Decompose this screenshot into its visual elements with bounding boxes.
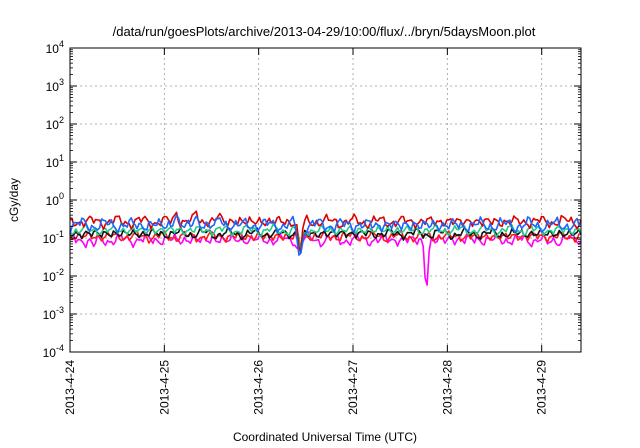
x-tick-label: 2013-4-28 bbox=[440, 360, 454, 415]
y-tick-label: 103 bbox=[46, 77, 64, 94]
y-tick-label: 10-1 bbox=[43, 229, 64, 246]
y-tick-label: 101 bbox=[46, 153, 64, 170]
series-line bbox=[69, 231, 582, 286]
x-tick-labels: 2013-4-24 2013-4-25 2013-4-26 2013-4-27 2013… bbox=[63, 360, 549, 415]
x-axis-label: Coordinated Universal Time (UTC) bbox=[233, 430, 417, 444]
x-tick-label: 2013-4-27 bbox=[346, 360, 360, 415]
y-axis-label: cGy/day bbox=[7, 178, 21, 222]
y-tick-label: 10-2 bbox=[43, 267, 64, 284]
ticks bbox=[69, 47, 581, 353]
grid bbox=[70, 48, 581, 352]
x-tick-label: 2013-4-26 bbox=[252, 360, 266, 415]
x-tick-label: 2013-4-24 bbox=[63, 360, 77, 415]
chart-title: /data/run/goesPlots/archive/2013-04-29/1… bbox=[113, 24, 536, 39]
y-tick-label: 104 bbox=[46, 39, 64, 56]
y-tick-label: 10-3 bbox=[43, 305, 64, 322]
y-tick-label: 10-4 bbox=[43, 343, 64, 360]
series-layer bbox=[69, 210, 582, 286]
y-tick-label: 100 bbox=[46, 191, 64, 208]
x-tick-label: 2013-4-29 bbox=[535, 360, 549, 415]
y-tick-labels: 10-4 10-3 10-2 10-1 100 101 102 103 104 bbox=[43, 39, 64, 360]
x-tick-label: 2013-4-25 bbox=[157, 360, 171, 415]
y-tick-label: 102 bbox=[46, 115, 64, 132]
series-line bbox=[69, 210, 582, 252]
series-line bbox=[69, 214, 582, 256]
